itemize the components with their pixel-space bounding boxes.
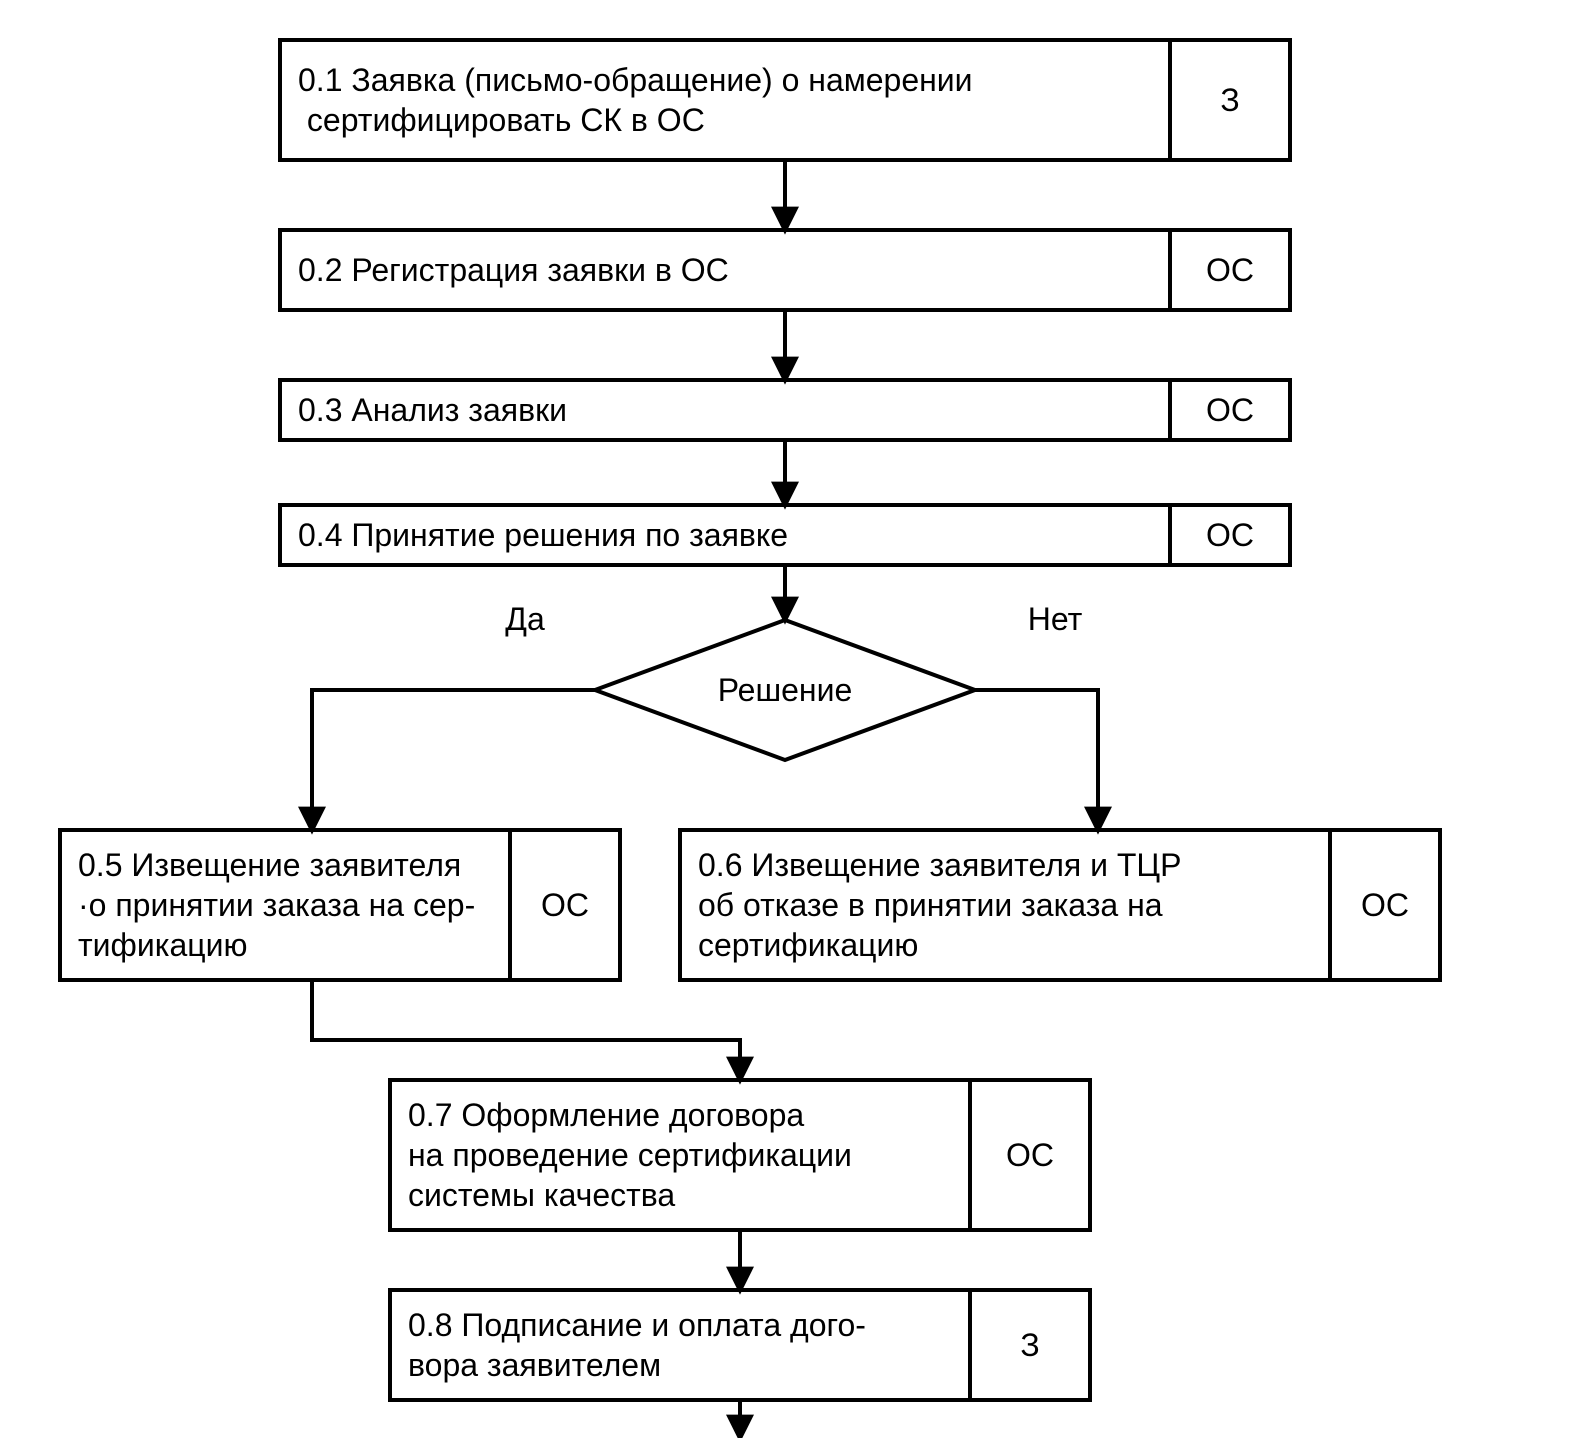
decision-text: Решение bbox=[718, 672, 853, 708]
process-text: 0.8 Подписание и оплата дого-вора заявит… bbox=[408, 1307, 866, 1383]
decision-no-label: Нет bbox=[1028, 601, 1083, 637]
process-n04: 0.4 Принятие решения по заявке ОС bbox=[280, 505, 1290, 565]
process-n06: 0.6 Извещение заявителя и ТЦРоб отказе в… bbox=[680, 830, 1440, 980]
process-n03: 0.3 Анализ заявки ОС bbox=[280, 380, 1290, 440]
edge bbox=[975, 690, 1098, 830]
process-n01: 0.1 Заявка (письмо-обращение) о намерени… bbox=[280, 40, 1290, 160]
process-tag: ОС bbox=[1206, 392, 1254, 428]
process-tag: ОС bbox=[1206, 252, 1254, 288]
process-n07: 0.7 Оформление договорана проведение сер… bbox=[390, 1080, 1090, 1230]
process-tag: ОС bbox=[1206, 517, 1254, 553]
process-text: 0.7 Оформление договорана проведение сер… bbox=[408, 1097, 852, 1213]
process-n08: 0.8 Подписание и оплата дого-вора заявит… bbox=[390, 1290, 1090, 1400]
process-tag: З bbox=[1020, 1327, 1039, 1363]
flowchart-canvas: 0.1 Заявка (письмо-обращение) о намерени… bbox=[0, 0, 1569, 1438]
process-n05: 0.5 Извещение заявителя·о принятии заказ… bbox=[60, 830, 620, 980]
edge bbox=[312, 690, 595, 830]
process-tag: ОС bbox=[1006, 1137, 1054, 1173]
process-tag: ОС bbox=[1361, 887, 1409, 923]
process-n02: 0.2 Регистрация заявки в ОС ОС bbox=[280, 230, 1290, 310]
decision-decision: Решение bbox=[595, 620, 975, 760]
process-text: 0.3 Анализ заявки bbox=[298, 392, 567, 428]
process-text: 0.4 Принятие решения по заявке bbox=[298, 517, 788, 553]
process-text: 0.2 Регистрация заявки в ОС bbox=[298, 252, 729, 288]
process-text: 0.6 Извещение заявителя и ТЦРоб отказе в… bbox=[698, 847, 1181, 963]
process-tag: ОС bbox=[541, 887, 589, 923]
process-tag: З bbox=[1220, 82, 1239, 118]
process-text: 0.5 Извещение заявителя·о принятии заказ… bbox=[78, 847, 475, 963]
decision-yes-label: Да bbox=[505, 601, 545, 637]
edge bbox=[312, 980, 740, 1080]
process-text: 0.1 Заявка (письмо-обращение) о намерени… bbox=[298, 62, 973, 138]
